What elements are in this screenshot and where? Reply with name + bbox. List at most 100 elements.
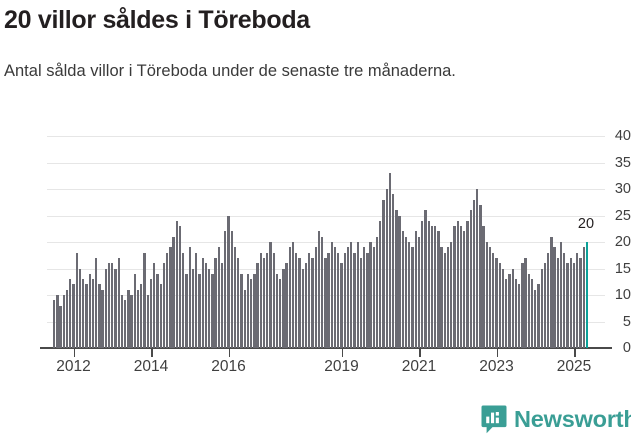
bar <box>136 289 140 348</box>
bar <box>466 220 469 348</box>
bar <box>172 236 175 348</box>
bar <box>498 263 501 348</box>
bar <box>214 257 217 348</box>
bar <box>291 242 295 348</box>
bar <box>475 189 479 348</box>
x-axis-tick-label: 2019 <box>324 358 359 375</box>
bar <box>237 257 240 348</box>
bar <box>579 257 582 348</box>
bar <box>198 273 201 348</box>
bar <box>404 236 408 348</box>
bar <box>572 263 576 348</box>
bar <box>149 279 153 348</box>
bar <box>201 257 204 348</box>
x-axis-tick-label: 2012 <box>56 358 91 375</box>
bar <box>259 252 262 348</box>
bar <box>111 263 114 348</box>
bar <box>366 252 369 348</box>
bar <box>401 231 405 348</box>
bar <box>311 257 314 348</box>
bar <box>382 199 385 348</box>
bar <box>227 215 230 348</box>
bar <box>178 226 182 348</box>
gridline <box>47 242 605 243</box>
bar <box>482 226 485 348</box>
bar <box>124 300 127 348</box>
bar <box>337 252 340 348</box>
bar <box>511 268 514 348</box>
bar <box>372 247 375 348</box>
bar <box>249 279 253 348</box>
bar <box>434 226 437 348</box>
bar <box>207 268 211 348</box>
bar <box>437 231 440 348</box>
bar <box>304 263 308 348</box>
bar <box>72 284 75 348</box>
bar <box>392 194 395 348</box>
bar <box>256 263 259 348</box>
bar <box>563 252 566 348</box>
bar <box>321 236 324 348</box>
bar <box>501 268 505 348</box>
bar <box>191 268 195 348</box>
bar <box>272 252 275 348</box>
bar <box>324 257 327 348</box>
bar <box>408 242 411 348</box>
y-axis-tick-label: 0 <box>622 340 631 356</box>
bar <box>469 210 472 348</box>
bar-value-label: 20 <box>577 216 595 232</box>
x-axis-tick <box>73 348 76 357</box>
bar <box>540 268 543 348</box>
bar <box>379 220 382 348</box>
bar <box>78 268 82 348</box>
bar <box>175 220 178 348</box>
bar <box>308 252 311 348</box>
bar <box>353 252 356 348</box>
bar <box>88 273 91 348</box>
bar <box>275 273 279 348</box>
newsworthy-bar-chart-bubble-icon <box>481 405 507 434</box>
bar <box>411 247 414 348</box>
bar <box>101 289 104 348</box>
bar <box>140 284 143 348</box>
bar <box>421 220 424 348</box>
bar <box>459 226 463 348</box>
x-axis-tick <box>151 348 153 357</box>
bar <box>159 284 162 348</box>
bar <box>217 247 220 348</box>
bar <box>566 263 569 348</box>
bar <box>98 284 101 348</box>
bar <box>521 263 524 348</box>
bar <box>204 263 208 348</box>
bar <box>424 210 427 348</box>
bar <box>369 242 372 348</box>
y-axis-tick-label: 15 <box>614 260 631 277</box>
bar <box>143 252 146 348</box>
bar <box>463 231 466 348</box>
bar <box>440 247 443 348</box>
y-axis-tick-label: 5 <box>622 313 631 330</box>
bar <box>527 273 530 348</box>
bar <box>130 295 133 348</box>
logo-text: Newsworthy <box>514 405 631 432</box>
y-axis-tick-label: 40 <box>614 128 631 144</box>
bar <box>576 252 579 348</box>
bar <box>69 279 72 348</box>
bar <box>146 295 149 348</box>
bar <box>220 263 224 348</box>
bar <box>104 268 107 348</box>
bar <box>395 210 398 348</box>
gridline <box>47 189 605 190</box>
bar <box>350 242 353 348</box>
y-axis-tick-label: 30 <box>614 181 631 197</box>
x-axis-tick-label: 2016 <box>211 358 246 375</box>
bar <box>117 257 120 348</box>
bar <box>485 242 488 348</box>
bar <box>456 220 459 348</box>
bar <box>346 247 350 348</box>
bar <box>62 295 65 348</box>
bar <box>295 252 298 348</box>
bar <box>288 247 292 348</box>
bar <box>91 279 95 348</box>
